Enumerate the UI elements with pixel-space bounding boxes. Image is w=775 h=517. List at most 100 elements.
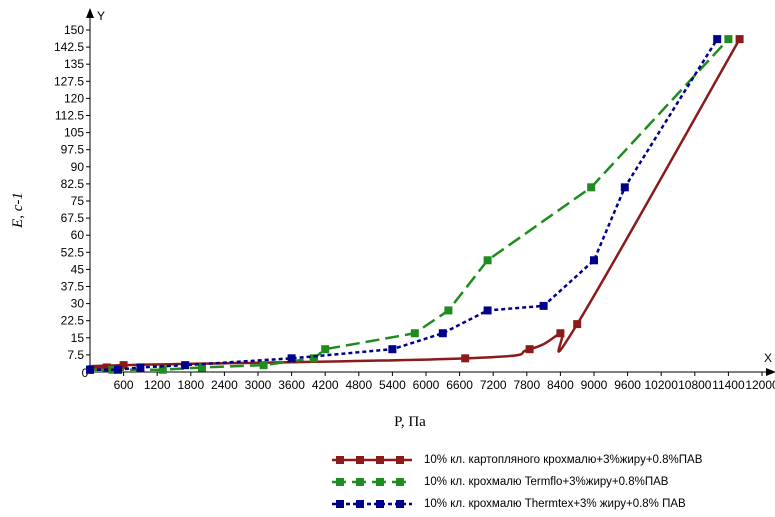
x-tick-label: 600 [114,378,134,392]
x-tick-label: 10800 [678,378,712,392]
series-2-point [259,361,268,370]
series-3-point [438,329,447,338]
legend-label-1: 10% кл. картопляного крохмалю+3%жиру+0.8… [424,454,703,466]
series-3-point [620,183,629,192]
y-tick-label: 52.5 [61,245,85,259]
series-3-point [539,301,548,310]
legend-swatch-marker [356,500,364,508]
y-tick-label: 97.5 [61,143,85,157]
x-tick-label: 11400 [712,378,745,392]
series-3-point [114,365,122,374]
series-3-point [713,35,722,44]
x-tick-label: 4800 [345,378,372,392]
x-tick-label: 3600 [278,378,305,392]
series-2-point [198,363,206,372]
series-2-point [483,256,492,265]
x-tick-label: 0 [82,366,89,380]
y-tick-label: 127.5 [54,74,84,88]
series-2-point [310,354,318,363]
series-1-point [525,345,534,354]
y-tick-label: 22.5 [61,314,85,328]
legend-swatch-marker [336,456,344,464]
y-tick-label: 45 [71,262,85,276]
x-tick-label: 7200 [480,378,507,392]
x-tick-label: 4200 [312,378,339,392]
legend-swatch-marker [356,456,364,464]
y-tick-label: 142.5 [54,40,84,54]
legend-swatch-marker [396,478,404,486]
legend-label-3: 10% кл. крохмалю Thermtex+3% жиру+0.8% П… [424,498,686,510]
x-tick-label: 9000 [581,378,608,392]
x-tick-label: 1200 [144,378,171,392]
legend: 10% кл. картопляного крохмалю+3%жиру+0.8… [330,449,702,515]
x-tick-label: 12000 [745,378,775,392]
axes [86,8,775,376]
y-tick-label: 105 [64,126,84,140]
legend-swatch-marker [356,478,364,486]
series-1-point [119,361,128,370]
x-tick-label: 9600 [614,378,641,392]
y-tick-label: 75 [71,194,85,208]
x-tick-label: 8400 [547,378,574,392]
y-tick-label: 135 [64,57,84,71]
series-3-point [181,361,190,370]
x-axis-label: P, Па [394,414,426,430]
x-tick-label: 5400 [379,378,406,392]
x-tick-label: 2400 [211,378,238,392]
legend-item: 10% кл. крохмалю Termflo+3%жиру+0.8%ПАВ [330,471,702,493]
series-group [86,35,744,374]
series-line-2 [90,38,730,371]
y-tick-label: 7.5 [67,348,84,362]
series-1-point [735,35,744,44]
series-1-point [556,329,565,338]
x-tick-label: 6600 [446,378,473,392]
x-axis-letter: X [764,351,772,365]
y-axis-label: E, с-1 [10,192,26,229]
x-tick-label: 3000 [245,378,272,392]
series-3-point [388,345,397,354]
series-2-point [321,345,330,354]
series-line-1 [87,38,741,371]
series-3-point [136,363,145,372]
legend-swatch-2 [332,478,412,486]
y-tick-label: 30 [71,297,85,311]
legend-swatch-marker [336,500,344,508]
series-2-point [410,329,419,338]
y-tick-label: 37.5 [61,280,85,294]
legend-swatch-marker [376,478,384,486]
legend-swatch-marker [336,478,344,486]
legend-item: 10% кл. картопляного крохмалю+3%жиру+0.8… [330,449,702,471]
x-tick-label: 7800 [513,378,540,392]
y-tick-label: 67.5 [61,211,85,225]
legend-swatch-marker [396,456,404,464]
legend-swatch-3 [332,500,412,508]
series-2-point [444,306,453,315]
x-tick-label: 6000 [413,378,440,392]
series-3-point [86,365,94,374]
series-3-point [287,354,296,363]
legend-swatch-1 [332,456,412,464]
legend-swatch-marker [376,456,384,464]
x-axis-arrow [766,368,775,376]
series-line-3 [90,38,719,371]
series-1-point [573,320,582,329]
y-tick-label: 150 [64,23,84,37]
series-2-point [587,183,596,192]
series-1-point [461,354,470,363]
series-1-point [102,363,111,372]
series-2-point [158,365,167,374]
tick-labels: 7.5 15 22.5 30 37.5 45 52.5 60 67.5 75 82.5 90 97.5 1… [54,23,775,392]
y-tick-label: 15 [71,331,85,345]
series-2-point [724,35,733,44]
legend-label-2: 10% кл. крохмалю Termflo+3%жиру+0.8%ПАВ [424,476,669,488]
y-tick-label: 120 [64,91,84,105]
y-axis-arrow [86,8,94,18]
x-tick-label: 1800 [177,378,204,392]
y-axis-letter: Y [97,9,105,23]
y-tick-label: 82.5 [61,177,85,191]
legend-item: 10% кл. крохмалю Thermtex+3% жиру+0.8% П… [330,493,702,515]
y-tick-label: 112.5 [55,109,84,123]
legend-swatch-marker [376,500,384,508]
x-tick-label: 10200 [645,378,679,392]
